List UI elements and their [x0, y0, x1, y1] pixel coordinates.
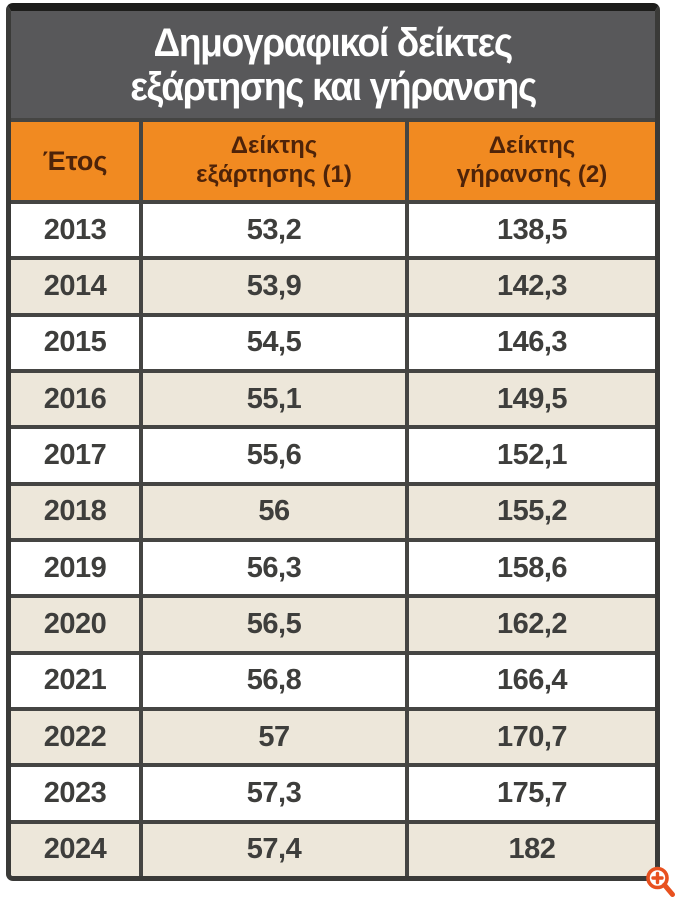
- table-row: 2013 53,2 138,5: [11, 200, 655, 257]
- table-row: 2019 56,3 158,6: [11, 537, 655, 595]
- dependency-value-cell: 53,2: [139, 204, 405, 257]
- table-row: 2021 56,8 166,4: [11, 650, 655, 707]
- header-year-label: Έτος: [42, 145, 108, 176]
- year-cell: 2022: [43, 720, 107, 753]
- aging-value-cell: 170,7: [405, 710, 655, 764]
- year-cell: 2017: [43, 438, 107, 471]
- header-aging-line1: Δείκτης: [488, 132, 576, 160]
- year-cell: 2023: [43, 776, 107, 809]
- table-row: 2015 54,5 146,3: [11, 312, 655, 369]
- year-cell: 2018: [43, 495, 107, 528]
- dependency-value-cell: 54,5: [139, 316, 405, 369]
- title-line-2: εξάρτησης και γήρανσης: [130, 64, 537, 109]
- header-dependency-line2: εξάρτησης (1): [196, 161, 352, 188]
- aging-value-cell: 175,7: [405, 767, 655, 820]
- table-row: 2023 57,3 175,7: [11, 763, 655, 820]
- year-cell: 2015: [43, 326, 107, 359]
- aging-value-cell: 182: [405, 823, 655, 876]
- aging-value-cell: 138,5: [405, 204, 655, 257]
- aging-value-cell: 158,6: [405, 541, 655, 595]
- table-row: 2014 53,9 142,3: [11, 256, 655, 313]
- year-cell: 2016: [43, 382, 107, 415]
- dependency-value-cell: 56,8: [139, 654, 405, 707]
- dependency-value-cell: 56: [139, 485, 405, 538]
- dependency-value-cell: 57: [139, 710, 405, 764]
- dependency-value-cell: 55,6: [139, 429, 405, 482]
- header-aging-index: Δείκτης γήρανσης (2): [405, 122, 655, 200]
- header-dependency-index: Δείκτης εξάρτησης (1): [139, 122, 405, 200]
- dependency-value-cell: 53,9: [139, 260, 405, 313]
- table-body: 2013 53,2 138,5 2014 53,9 142,3 2015 54,…: [11, 200, 655, 876]
- header-dependency-line1: Δείκτης: [230, 132, 318, 160]
- aging-value-cell: 152,1: [405, 429, 655, 482]
- dependency-value-cell: 55,1: [139, 372, 405, 426]
- table-row: 2022 57 170,7: [11, 706, 655, 764]
- aging-value-cell: 149,5: [405, 372, 655, 426]
- table-header-row: Έτος Δείκτης εξάρτησης (1) Δείκτης γήραν…: [11, 118, 655, 200]
- table-row: 2017 55,6 152,1: [11, 425, 655, 482]
- dependency-value-cell: 57,3: [139, 767, 405, 820]
- header-year: Έτος: [11, 122, 139, 200]
- year-cell: 2013: [43, 213, 107, 246]
- header-aging-line2: γήρανσης (2): [456, 161, 608, 188]
- aging-value-cell: 166,4: [405, 654, 655, 707]
- year-cell: 2019: [43, 551, 107, 584]
- table-title: Δημογραφικοί δείκτες εξάρτησης και γήραν…: [11, 11, 655, 118]
- demographics-table: Δημογραφικοί δείκτες εξάρτησης και γήραν…: [6, 3, 660, 881]
- dependency-value-cell: 57,4: [139, 823, 405, 876]
- table-row: 2024 57,4 182: [11, 819, 655, 876]
- aging-value-cell: 146,3: [405, 316, 655, 369]
- dependency-value-cell: 56,5: [139, 598, 405, 651]
- title-line-1: Δημογραφικοί δείκτες: [153, 20, 514, 65]
- aging-value-cell: 142,3: [405, 260, 655, 313]
- table-row: 2018 56 155,2: [11, 481, 655, 538]
- dependency-value-cell: 56,3: [139, 541, 405, 595]
- zoom-in-icon[interactable]: [643, 864, 679, 900]
- table-row: 2016 55,1 149,5: [11, 368, 655, 426]
- aging-value-cell: 155,2: [405, 485, 655, 538]
- aging-value-cell: 162,2: [405, 598, 655, 651]
- year-cell: 2024: [43, 833, 107, 866]
- year-cell: 2021: [43, 664, 107, 697]
- table-row: 2020 56,5 162,2: [11, 594, 655, 651]
- year-cell: 2020: [43, 607, 107, 640]
- year-cell: 2014: [43, 269, 107, 302]
